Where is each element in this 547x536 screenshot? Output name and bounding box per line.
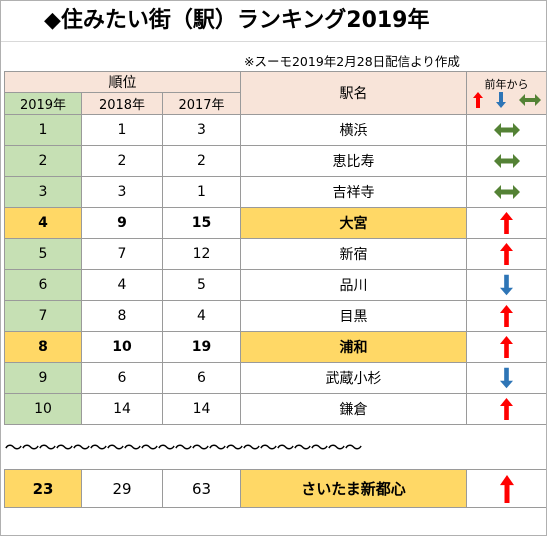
rank-2018: 7 — [81, 238, 163, 270]
year-2017-header: 2017年 — [162, 92, 241, 115]
rank-2019: 7 — [4, 300, 82, 332]
ranking-table: 順位 駅名 前年から 2019年 2018年 2017年 1 1 3 横浜 2 2 2 恵比寿… — [4, 71, 547, 508]
row-divider — [0, 41, 547, 42]
rank-2017: 2 — [162, 145, 241, 177]
rank-2018: 3 — [81, 176, 163, 208]
rank-2018: 2 — [81, 145, 163, 177]
change-legend — [468, 92, 546, 108]
rank-2018: 8 — [81, 300, 163, 332]
change-indicator — [466, 176, 547, 208]
station-name: 新宿 — [240, 238, 467, 270]
rank-2017: 5 — [162, 269, 241, 301]
up-arrow-icon — [500, 243, 513, 265]
rank-2018: 14 — [81, 393, 163, 425]
station-name: 目黒 — [240, 300, 467, 332]
table-row: 23 29 63 さいたま新都心 — [4, 469, 547, 508]
up-arrow-icon — [472, 92, 483, 108]
rank-2017: 14 — [162, 393, 241, 425]
rank-2019: 9 — [4, 362, 82, 394]
rank-2019: 6 — [4, 269, 82, 301]
year-2019-header: 2019年 — [4, 92, 82, 115]
change-indicator — [466, 469, 547, 508]
table-row: 10 14 14 鎌倉 — [4, 393, 547, 425]
table-row: 4 9 15 大宮 — [4, 207, 547, 239]
table-row: 2 2 2 恵比寿 — [4, 145, 547, 177]
rank-2019: 4 — [4, 207, 82, 239]
table-row: 5 7 12 新宿 — [4, 238, 547, 270]
page-title: ◆住みたい街（駅）ランキング2019年 — [44, 8, 430, 33]
change-indicator — [466, 362, 547, 394]
down-arrow-icon — [500, 274, 513, 296]
change-indicator — [466, 145, 547, 177]
change-indicator — [466, 393, 547, 425]
up-arrow-icon — [500, 305, 513, 327]
table-row: 1 1 3 横浜 — [4, 114, 547, 146]
rank-header: 順位 — [4, 71, 241, 93]
rank-2018: 29 — [81, 469, 163, 508]
table-row: 6 4 5 品川 — [4, 269, 547, 301]
rank-2017: 15 — [162, 207, 241, 239]
left-right-arrow-icon — [493, 154, 520, 168]
source-note: ※スーモ2019年2月28日配信より作成 — [244, 54, 460, 69]
change-indicator — [466, 300, 547, 332]
rank-2018: 1 — [81, 114, 163, 146]
up-arrow-icon — [500, 212, 513, 234]
omitted-rows-gap: ～～～～～～～～～～～～～～～～～～～～～ — [4, 424, 547, 470]
rank-2019: 3 — [4, 176, 82, 208]
station-name: 吉祥寺 — [240, 176, 467, 208]
rank-2019: 10 — [4, 393, 82, 425]
rank-2017: 1 — [162, 176, 241, 208]
rank-2018: 4 — [81, 269, 163, 301]
rank-2019: 5 — [4, 238, 82, 270]
year-2018-header: 2018年 — [81, 92, 163, 115]
rank-2017: 63 — [162, 469, 241, 508]
change-indicator — [466, 269, 547, 301]
rank-2017: 3 — [162, 114, 241, 146]
wave-text: ～～～～～～～～～～～～～～～～～～～～～ — [4, 438, 363, 459]
down-arrow-icon — [500, 367, 513, 389]
rank-2019: 2 — [4, 145, 82, 177]
station-header: 駅名 — [240, 71, 467, 115]
station-name: 浦和 — [240, 331, 467, 363]
rank-2019: 23 — [4, 469, 82, 508]
change-indicator — [466, 331, 547, 363]
station-name: 大宮 — [240, 207, 467, 239]
change-indicator — [466, 238, 547, 270]
left-right-arrow-icon — [493, 185, 520, 199]
change-indicator — [466, 114, 547, 146]
rank-2017: 12 — [162, 238, 241, 270]
rank-2018: 6 — [81, 362, 163, 394]
up-arrow-icon — [500, 398, 513, 420]
wave-separator: ～～～～～～～～～～～～～～～～～～～～～ — [4, 424, 547, 470]
rank-2018: 10 — [81, 331, 163, 363]
rank-2019: 1 — [4, 114, 82, 146]
table-row: 7 8 4 目黒 — [4, 300, 547, 332]
left-right-arrow-icon — [493, 123, 520, 137]
rank-2017: 4 — [162, 300, 241, 332]
rank-2017: 6 — [162, 362, 241, 394]
change-header: 前年から — [466, 71, 547, 115]
station-name: 横浜 — [240, 114, 467, 146]
table-row: 8 10 19 浦和 — [4, 331, 547, 363]
station-name: 恵比寿 — [240, 145, 467, 177]
table-row: 3 3 1 吉祥寺 — [4, 176, 547, 208]
left-right-arrow-icon — [518, 94, 541, 106]
change-header-label: 前年から — [484, 78, 529, 91]
up-arrow-icon — [499, 474, 514, 503]
station-name: 品川 — [240, 269, 467, 301]
station-name: 鎌倉 — [240, 393, 467, 425]
station-name: 武蔵小杉 — [240, 362, 467, 394]
rank-2017: 19 — [162, 331, 241, 363]
down-arrow-icon — [495, 92, 506, 108]
table-row: 9 6 6 武蔵小杉 — [4, 362, 547, 394]
rank-2018: 9 — [81, 207, 163, 239]
change-indicator — [466, 207, 547, 239]
up-arrow-icon — [500, 336, 513, 358]
station-name: さいたま新都心 — [240, 469, 467, 508]
rank-2019: 8 — [4, 331, 82, 363]
